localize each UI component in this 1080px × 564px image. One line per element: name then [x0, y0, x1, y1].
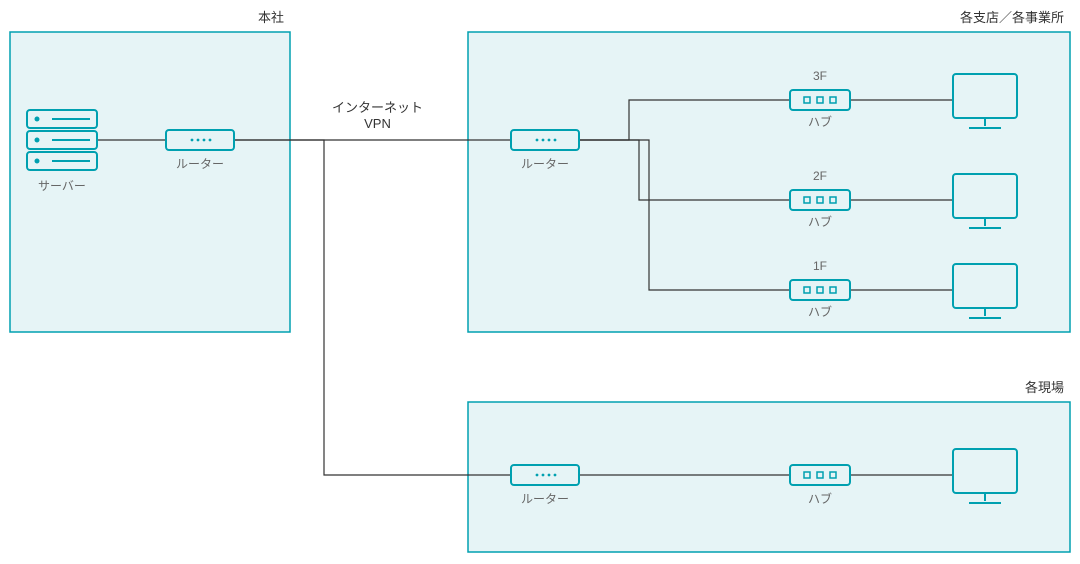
region-title-branch: 各支店／各事業所: [960, 10, 1064, 25]
router-label: ルーター: [176, 157, 224, 171]
hub-label: ハブ: [808, 491, 832, 506]
hub-label: ハブ: [808, 114, 832, 129]
region-title-site: 各現場: [1025, 380, 1064, 395]
floor-1f-label: 1F: [813, 259, 827, 273]
hub-label: ハブ: [808, 304, 832, 319]
vpn-label-line2: VPN: [364, 116, 391, 131]
hub-label: ハブ: [808, 214, 832, 229]
region-site: [468, 402, 1070, 552]
floor-3f-label: 3F: [813, 69, 827, 83]
region-branch: [468, 32, 1070, 332]
vpn-label-line1: インターネット: [332, 100, 423, 115]
router-label: ルーター: [521, 492, 569, 506]
region-title-hq: 本社: [258, 10, 284, 25]
router-label: ルーター: [521, 157, 569, 171]
floor-2f-label: 2F: [813, 169, 827, 183]
server-icon: [27, 110, 97, 170]
server-label: サーバー: [38, 179, 86, 193]
